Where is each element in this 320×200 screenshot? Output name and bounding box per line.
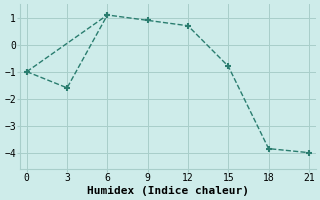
X-axis label: Humidex (Indice chaleur): Humidex (Indice chaleur): [87, 186, 249, 196]
